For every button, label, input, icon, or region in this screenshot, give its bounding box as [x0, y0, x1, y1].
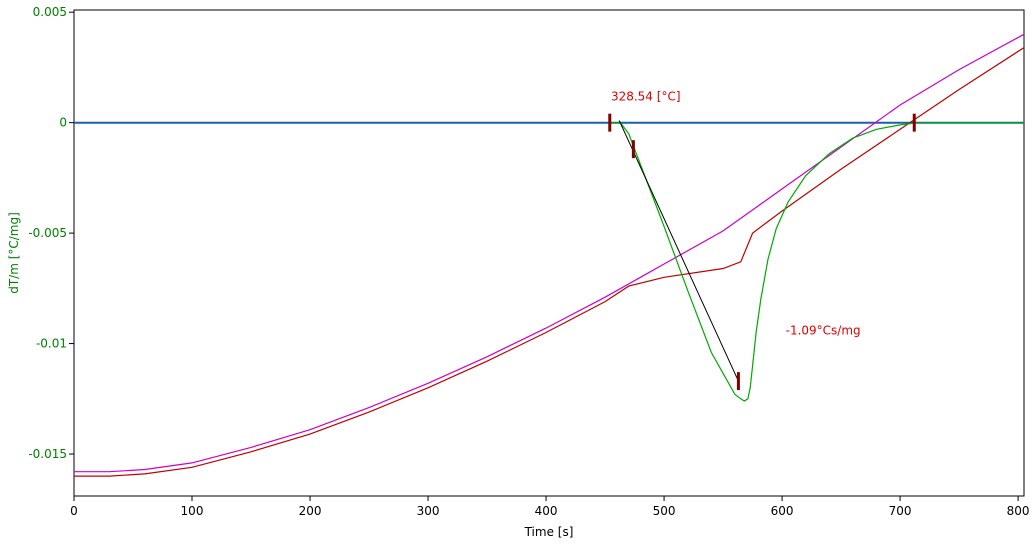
plot-frame — [73, 9, 1025, 497]
y-tick-label: -0.005 — [28, 226, 67, 240]
x-tick-label: 0 — [70, 504, 78, 518]
x-axis-ticks: 0 100 200 300 400 500 600 700 800 — [70, 496, 1030, 518]
x-tick-label: 300 — [417, 504, 440, 518]
annotation-label-1: 328.54 [°C] — [611, 90, 681, 104]
overlay-layer — [608, 113, 916, 391]
series-layer — [74, 33, 1025, 477]
x-tick-label: 600 — [771, 504, 794, 518]
x-tick-label: 700 — [889, 504, 912, 518]
y-tick-label: -0.015 — [28, 447, 67, 461]
y-tick-label: 0 — [59, 116, 67, 130]
x-tick-label: 500 — [653, 504, 676, 518]
x-tick-label: 800 — [1007, 504, 1030, 518]
annotation-label-2: -1.09°Cs/mg — [786, 324, 861, 338]
series-red-line — [74, 47, 1025, 477]
series-green-line — [611, 122, 1024, 402]
y-axis-ticks: 0.005 0 -0.005 -0.01 -0.015 — [28, 5, 74, 461]
x-tick-label: 400 — [535, 504, 558, 518]
y-tick-label: 0.005 — [33, 5, 67, 19]
y-tick-label: -0.01 — [36, 337, 67, 351]
x-tick-label: 200 — [299, 504, 322, 518]
tangent-line — [618, 120, 739, 382]
x-tick-label: 100 — [181, 504, 204, 518]
y-axis-label: dT/m [°C/mg] — [7, 212, 21, 294]
annotation-layer: 328.54 [°C] -1.09°Cs/mg — [611, 90, 861, 338]
x-axis-label: Time [s] — [524, 525, 574, 539]
series-magenta-line — [74, 33, 1025, 473]
